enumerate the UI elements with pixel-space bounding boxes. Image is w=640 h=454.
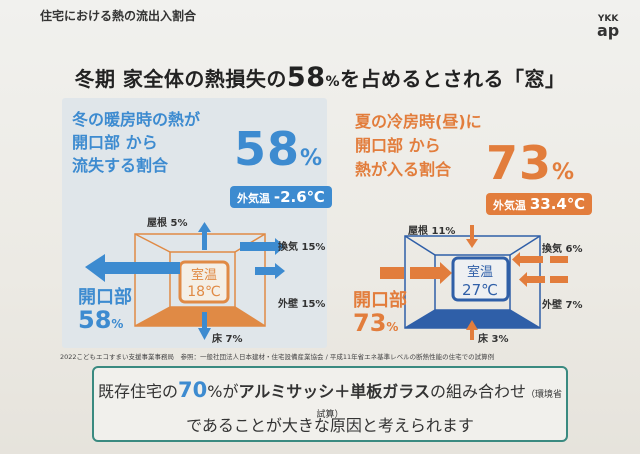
floor-arrow	[470, 327, 474, 340]
winter-opening-label: 開口部 58%	[78, 287, 132, 334]
winter-lead: 冬の暖房時の熱が 開口部 から 流失する割合	[72, 110, 201, 175]
opening-heat-loss-arrow	[85, 254, 180, 282]
winter-roof-label: 屋根 5%	[147, 218, 188, 229]
bottom-message-box: 既存住宅の70%がアルミサッシ＋単板ガラスの組み合わせ（環境省試算） であること…	[92, 366, 568, 442]
summer-floor-label: 床 3%	[478, 334, 509, 345]
summer-room-temp: 27℃	[462, 281, 498, 299]
winter-room-temp: 18℃	[187, 284, 221, 300]
summer-outside-temp-badge: 外気温 33.4℃	[486, 193, 593, 215]
ykk-ap-logo: YKK ap	[597, 14, 620, 40]
bottom-line-2: であることが大きな原因と考えられます	[186, 416, 474, 435]
winter-house-diagram: 室温 18℃	[85, 222, 285, 340]
summer-percent: 73%	[486, 136, 576, 190]
summer-ventilation-label: 換気 6%	[542, 244, 583, 255]
floor-arrow	[202, 312, 207, 330]
winter-ventilation-label: 換気 15%	[278, 242, 326, 253]
winter-floor-label: 床 7%	[212, 334, 243, 345]
wall-arrow	[525, 276, 545, 283]
opening-heat-gain-arrow	[410, 267, 442, 279]
ventilation-arrow	[518, 256, 543, 263]
poster-title: 住宅における熱の流出入割合	[40, 9, 197, 23]
summer-house-diagram: 室温 27℃	[380, 225, 568, 340]
bottom-line-1: 既存住宅の70%がアルミサッシ＋単板ガラスの組み合わせ（環境省試算）	[97, 378, 563, 420]
winter-room-label: 室温	[191, 267, 217, 283]
footnote: 2022こどもエコすまい支援事業事務局 参照：一般社団法人日本建材・住宅設備産業…	[60, 353, 495, 361]
summer-wall-label: 外壁 7%	[542, 300, 583, 311]
headline: 冬期 家全体の熱損失の58%を占めるとされる「窓」	[74, 62, 566, 93]
summer-lead: 夏の冷房時(昼)に 開口部 から 熱が入る割合	[355, 112, 482, 179]
summer-roof-label: 屋根 11%	[408, 226, 456, 237]
summer-room-label: 室温	[467, 264, 493, 280]
ventilation-arrow	[240, 242, 275, 251]
winter-outside-temp-badge: 外気温 -2.6℃	[230, 186, 332, 208]
roof-arrow	[470, 225, 474, 241]
roof-arrow	[202, 230, 207, 250]
winter-wall-label: 外壁 15%	[278, 299, 326, 310]
wall-arrow	[255, 267, 275, 275]
winter-percent: 58%	[234, 122, 324, 176]
summer-opening-label: 開口部 73%	[353, 290, 407, 337]
